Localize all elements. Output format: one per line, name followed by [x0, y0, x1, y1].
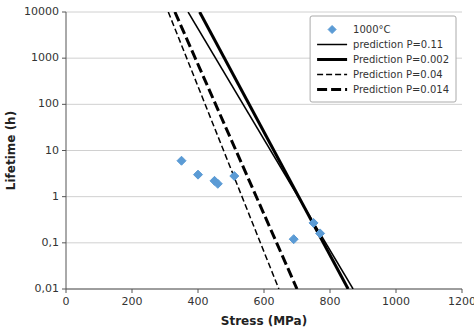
x-axis-label: Stress (MPa)	[221, 314, 307, 328]
grid-line	[66, 12, 462, 13]
legend-symbol	[317, 44, 347, 46]
legend-frame	[310, 16, 456, 102]
y-axis-label: Lifetime (h)	[4, 111, 18, 190]
x-axis-line	[66, 289, 462, 290]
y-tick-label: 1	[52, 190, 59, 203]
grid-line	[66, 196, 462, 197]
scatter-point	[289, 235, 298, 244]
legend-symbol	[317, 74, 347, 76]
x-tick-label: 0	[63, 295, 70, 308]
x-tick	[198, 289, 199, 293]
y-tick-label: 10	[45, 144, 59, 157]
x-tick	[132, 289, 133, 293]
y-axis-line	[66, 12, 67, 289]
legend-symbol	[328, 26, 336, 34]
y-tick	[62, 242, 66, 243]
legend: 1000°C prediction P=0.11 Prediction P=0.00…	[310, 16, 456, 102]
x-tick-label: 400	[188, 295, 209, 308]
grid-line	[66, 242, 462, 243]
line	[175, 12, 297, 289]
scatter-point	[230, 172, 239, 181]
y-tick	[62, 104, 66, 105]
legend-symbol	[317, 58, 347, 61]
grid-line	[66, 104, 462, 105]
chart: 0,01 0,1 1 10 100 1000 10000 0 200 400 600 800 1000 1…	[0, 0, 474, 333]
x-tick	[462, 289, 463, 293]
y-tick-label: 100	[38, 97, 59, 110]
legend-label: Prediction P=0.002	[353, 54, 449, 65]
y-tick	[62, 12, 66, 13]
legend-symbol	[317, 88, 347, 91]
axes: 0,01 0,1 1 10 100 1000 10000 0 200 400 600 800 1000 1…	[24, 5, 474, 308]
y-tick	[62, 58, 66, 59]
grid-line	[66, 289, 462, 290]
legend-label: 1000°C	[353, 24, 390, 35]
points	[177, 156, 325, 243]
grid-line	[66, 150, 462, 151]
y-tick	[62, 289, 66, 290]
x-tick	[264, 289, 265, 293]
grid	[66, 12, 462, 289]
x-tick	[396, 289, 397, 293]
y-tick	[62, 150, 66, 151]
line	[168, 12, 279, 289]
y-tick	[62, 196, 66, 197]
y-tick-label: 0,1	[42, 236, 60, 249]
x-tick-label: 1200	[448, 295, 474, 308]
scatter-point	[309, 218, 318, 227]
scatter-point	[316, 229, 325, 238]
x-tick-label: 800	[320, 295, 341, 308]
x-tick-label: 200	[122, 295, 143, 308]
legend-label: Prediction P=0.014	[353, 84, 449, 95]
y-tick-label: 1000	[31, 51, 59, 64]
y-tick-label: 0,01	[35, 282, 60, 295]
y-tick-label: 10000	[24, 5, 59, 18]
x-tick	[66, 289, 67, 293]
x-tick-label: 1000	[382, 295, 410, 308]
legend-label: Prediction P=0.04	[353, 69, 443, 80]
x-tick	[330, 289, 331, 293]
legend-label: prediction P=0.11	[353, 39, 443, 50]
scatter-point	[213, 179, 222, 188]
scatter-point	[194, 170, 203, 179]
x-tick-label: 600	[254, 295, 275, 308]
scatter-point	[177, 156, 186, 165]
